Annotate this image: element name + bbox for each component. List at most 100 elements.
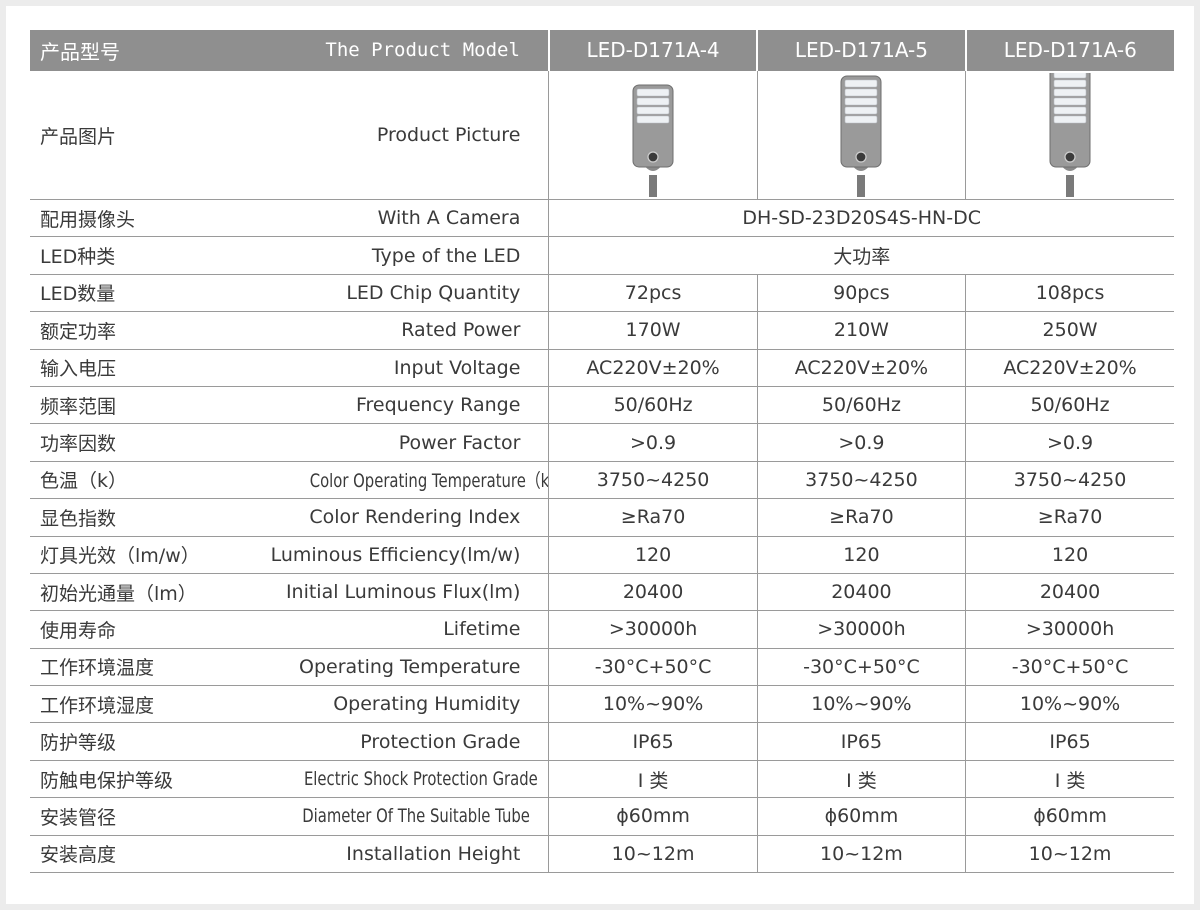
row-label-cn: 工作环境湿度 [30,685,239,724]
spec-value: >0.9 [756,423,966,462]
spec-value: ≥Ra70 [548,498,758,537]
spec-row: 显色指数 Color Rendering Index ≥Ra70 ≥Ra70 ≥Ra70 [30,498,1174,537]
spec-value: 72pcs [548,274,758,313]
spec-value: AC220V±20% [965,349,1174,387]
row-label-cn: 安装管径 [30,797,239,836]
spec-value: -30°C+50°C [965,648,1174,687]
spec-value: I 类 [965,760,1174,799]
row-label-cn: 输入电压 [30,349,239,387]
spec-row: LED数量 LED Chip Quantity 72pcs 90pcs 108pcs [30,274,1174,313]
spec-value: >30000h [756,610,966,649]
row-label-cn: 显色指数 [30,498,239,537]
header-label-en: The Product Model [238,30,549,71]
spec-value-shared: DH-SD-23D20S4S-HN-DC [548,199,1174,238]
lamp-cell-2 [756,70,966,200]
row-label-en: Rated Power [238,311,549,350]
model-header-1: LED-D171A-4 [547,30,758,71]
spec-value: 50/60Hz [548,386,758,425]
spec-value: 10~12m [548,835,758,874]
spec-value: >0.9 [965,423,1174,462]
row-label-en-text: Luminous Efficiency(lm/w) [270,543,521,566]
spec-value: AC220V±20% [756,349,966,387]
spec-row: 安装高度 Installation Height 10~12m 10~12m 10~12… [30,835,1174,874]
street-lamp-icon [632,84,674,197]
model-header-3: LED-D171A-6 [964,30,1174,71]
row-label-en: With A Camera [238,199,549,238]
row-label-en: Color Rendering Index [238,498,549,537]
product-spec-table: 产品型号 The Product Model LED-D171A-4 LED-D… [30,30,1174,874]
spec-row: LED种类 Type of the LED 大功率 [30,236,1174,275]
spec-value-shared: 大功率 [548,236,1174,275]
row-label-en-text: Installation Height [346,842,521,865]
row-label-cn: LED数量 [30,274,239,313]
spec-value: 3750~4250 [965,461,1174,500]
row-label-cn: 安装高度 [30,835,239,874]
lamp-cell-1 [548,70,758,200]
row-label-en: Type of the LED [238,236,549,275]
street-lamp-icon [840,75,882,197]
row-label-en: Frequency Range [238,386,549,425]
row-label-en: Diameter Of The Suitable Tube [238,797,549,836]
spec-value: >30000h [548,610,758,649]
row-label-en-text: Color Operating Temperature（k） [310,470,549,493]
picture-row: 产品图片 Product Picture [30,70,1174,200]
spec-value: 120 [548,536,758,574]
header-label-cn: 产品型号 [30,30,239,71]
spec-value: ϕ60mm [965,797,1174,836]
street-lamp-icon [1049,73,1091,197]
row-label-en: LED Chip Quantity [238,274,549,313]
spec-value: 50/60Hz [756,386,966,425]
row-label-cn: LED种类 [30,236,239,275]
spec-value: 120 [965,536,1174,574]
spec-value: IP65 [965,722,1174,761]
spec-value: >30000h [965,610,1174,649]
row-label-cn: 色温（k） [30,461,239,500]
spec-row: 灯具光效（lm/w） Luminous Efficiency(lm/w) 120 12… [30,536,1174,574]
row-label-en-text: Initial Luminous Flux(lm) [285,581,521,604]
spec-value: I 类 [756,760,966,799]
row-label-en: Installation Height [238,835,549,874]
spec-row: 工作环境温度 Operating Temperature -30°C+50°C -30… [30,648,1174,687]
spec-value: 50/60Hz [965,386,1174,425]
row-label-cn: 防护等级 [30,722,239,761]
row-label-cn: 额定功率 [30,311,239,350]
row-label-en-text: With A Camera [377,207,521,230]
spec-value: 3750~4250 [548,461,758,500]
spec-row: 安装管径 Diameter Of The Suitable Tube ϕ60mm ϕ6… [30,797,1174,836]
row-label-en: Protection Grade [238,722,549,761]
row-label-en-text: Operating Humidity [333,693,521,716]
row-label-en: Initial Luminous Flux(lm) [238,573,549,612]
spec-row: 使用寿命 Lifetime >30000h >30000h >30000h [30,610,1174,649]
row-label-en-text: Type of the LED [371,244,521,267]
spec-row: 工作环境湿度 Operating Humidity 10%~90% 10%~90% 10… [30,685,1174,724]
spec-value: 10%~90% [548,685,758,724]
row-label-en-text: Diameter Of The Suitable Tube [302,805,531,828]
spec-row: 防触电保护等级 Electric Shock Protection Grade I … [30,760,1174,799]
row-label-en-text: Electric Shock Protection Grade [304,768,539,791]
row-label-en-text: Operating Temperature [299,655,521,678]
row-label-en-text: Input Voltage [393,356,521,379]
spec-value: 250W [965,311,1174,350]
row-label-en-text: Frequency Range [355,394,521,417]
spec-value: 10%~90% [756,685,966,724]
row-label-cn: 使用寿命 [30,610,239,649]
spec-value: 108pcs [965,274,1174,313]
spec-value: 20400 [965,573,1174,612]
spec-value: ≥Ra70 [965,498,1174,537]
spec-row: 输入电压 Input Voltage AC220V±20% AC220V±20% AC2… [30,349,1174,387]
header-row: 产品型号 The Product Model LED-D171A-4 LED-D… [30,30,1174,71]
row-label-en: Input Voltage [238,349,549,387]
spec-value: 210W [756,311,966,350]
row-label-en: Luminous Efficiency(lm/w) [238,536,549,574]
spec-row: 额定功率 Rated Power 170W 210W 250W [30,311,1174,350]
row-label-en-text: Color Rendering Index [309,506,521,529]
row-label-en-text: Protection Grade [360,730,521,753]
spec-value: 20400 [548,573,758,612]
row-label-cn: 频率范围 [30,386,239,425]
row-label-cn: 防触电保护等级 [30,760,239,799]
spec-row: 功率因数 Power Factor >0.9 >0.9 >0.9 [30,423,1174,462]
row-label-en: Electric Shock Protection Grade [238,760,549,799]
spec-value: -30°C+50°C [548,648,758,687]
spec-value: AC220V±20% [548,349,758,387]
row-label-en: Lifetime [238,610,549,649]
